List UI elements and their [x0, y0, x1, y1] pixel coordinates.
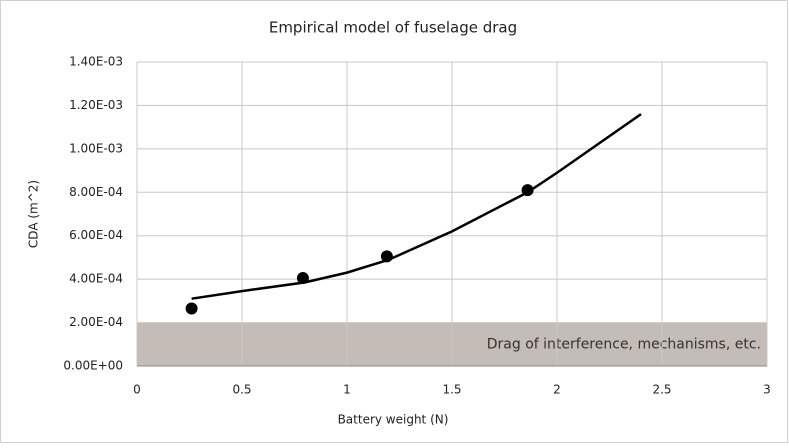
x-tick-label: 0.5 [232, 383, 251, 397]
y-tick-label: 1.00E-03 [69, 141, 123, 155]
x-axis-label: Battery weight (N) [338, 413, 449, 427]
y-tick-label: 0.00E+00 [63, 359, 123, 373]
y-tick-label: 1.40E-03 [69, 55, 123, 69]
y-tick-label: 4.00E-04 [69, 272, 123, 286]
x-tick-label: 0 [133, 383, 141, 397]
trend-line [191, 113, 642, 300]
y-tick-label: 1.20E-03 [69, 98, 123, 112]
y-axis-label: CDA (m^2) [27, 180, 41, 248]
x-tick-label: 1 [343, 383, 351, 397]
y-tick-label: 6.00E-04 [69, 228, 123, 242]
y-tick-label: 2.00E-04 [69, 315, 123, 329]
x-tick-label: 2.5 [652, 383, 671, 397]
x-tick-label: 2 [553, 383, 561, 397]
data-point [185, 302, 198, 315]
x-tick-label: 1.5 [442, 383, 461, 397]
y-tick-label: 8.00E-04 [69, 185, 123, 199]
chart-title: Empirical model of fuselage drag [269, 19, 517, 37]
x-tick-label: 3 [763, 383, 771, 397]
band-label: Drag of interference, mechanisms, etc. [487, 336, 761, 352]
